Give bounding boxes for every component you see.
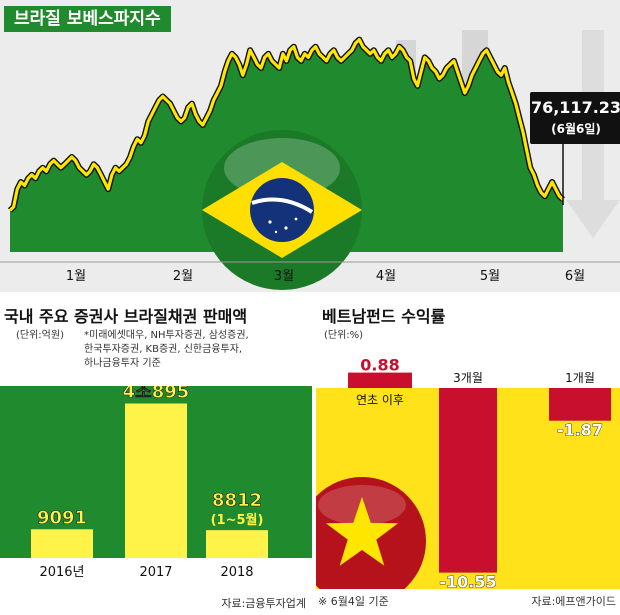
bar xyxy=(439,388,497,573)
chart-title: 국내 주요 증권사 브라질채권 판매액 xyxy=(4,307,248,326)
vietnam-flag-emblem xyxy=(316,477,426,589)
x-tick-label: 1월 xyxy=(66,269,86,284)
bar xyxy=(549,388,611,421)
index-line xyxy=(8,37,565,212)
vietnam-fund-return-panel: 베트남펀드 수익률 (단위:%) 0.88 연초 이후 -10.55 3개월 -1.87… xyxy=(316,295,620,615)
footnote: ※ 6월4일 기준 xyxy=(318,595,389,608)
bar xyxy=(348,372,412,388)
bar-value-label: 0.88 xyxy=(360,356,399,375)
bar-value-sublabel: (1~5월) xyxy=(211,512,264,528)
callout-box xyxy=(530,92,620,144)
x-tick-label: 3월 xyxy=(274,269,294,284)
category-label: 2018 xyxy=(220,565,253,580)
unit-note: (단위:억원) xyxy=(16,330,64,341)
brazil-bond-sales-panel: 국내 주요 증권사 브라질채권 판매액 (단위:억원) *미래에셋대우, NH투… xyxy=(0,295,312,615)
category-label: 3개월 xyxy=(453,371,483,385)
callout-date: (6월6일) xyxy=(551,121,601,136)
bar-value-label: -1.87 xyxy=(557,421,603,440)
source-note: 자료:금융투자업계 xyxy=(221,597,306,610)
x-tick-label: 2월 xyxy=(173,269,193,284)
bar xyxy=(125,403,187,558)
unit-note: (단위:%) xyxy=(324,330,364,341)
basis-note: 한국투자증권, KB증권, 신한금융투자, xyxy=(84,344,243,355)
bovespa-chart-panel: 1월 2월 3월 4월 5월 6월 76,117.23 (6월6일) 브라질 보베스파지수 xyxy=(0,0,620,292)
bar xyxy=(31,529,93,558)
bovespa-chart: 1월 2월 3월 4월 5월 6월 76,117.23 (6월6일) xyxy=(0,30,620,290)
category-label: 1개월 xyxy=(565,371,595,385)
basis-note: *미래에셋대우, NH투자증권, 삼성증권, xyxy=(84,330,249,341)
bar-value-label: 9091 xyxy=(37,507,87,528)
bar-value-label: 8812 xyxy=(212,490,262,511)
category-label: 연초 이후 xyxy=(356,393,404,407)
bar-value-label: 4조895 xyxy=(123,386,190,402)
x-tick-label: 4월 xyxy=(376,269,396,284)
bar-value-label: -10.55 xyxy=(439,573,496,589)
category-label: 2016년 xyxy=(39,565,84,580)
source-note: 자료:에프앤가이드 xyxy=(531,595,616,608)
brazil-flag-emblem xyxy=(202,130,362,290)
chart-title: 브라질 보베스파지수 xyxy=(4,6,171,32)
category-label: 2017 xyxy=(139,565,172,580)
x-tick-label: 6월 xyxy=(565,269,585,284)
bond-sales-bar-chart: 9091 2016년 4조895 2017 8812(1~5월) 2018 xyxy=(0,386,312,580)
callout-value: 76,117.23 xyxy=(531,98,620,117)
chart-title: 베트남펀드 수익률 xyxy=(322,307,446,326)
bar xyxy=(206,530,268,558)
vietnam-return-bar-chart: 0.88 연초 이후 -10.55 3개월 -1.87 1개월 xyxy=(316,356,620,589)
x-tick-label: 5월 xyxy=(480,269,500,284)
basis-note: 하나금융투자 기준 xyxy=(84,358,161,369)
